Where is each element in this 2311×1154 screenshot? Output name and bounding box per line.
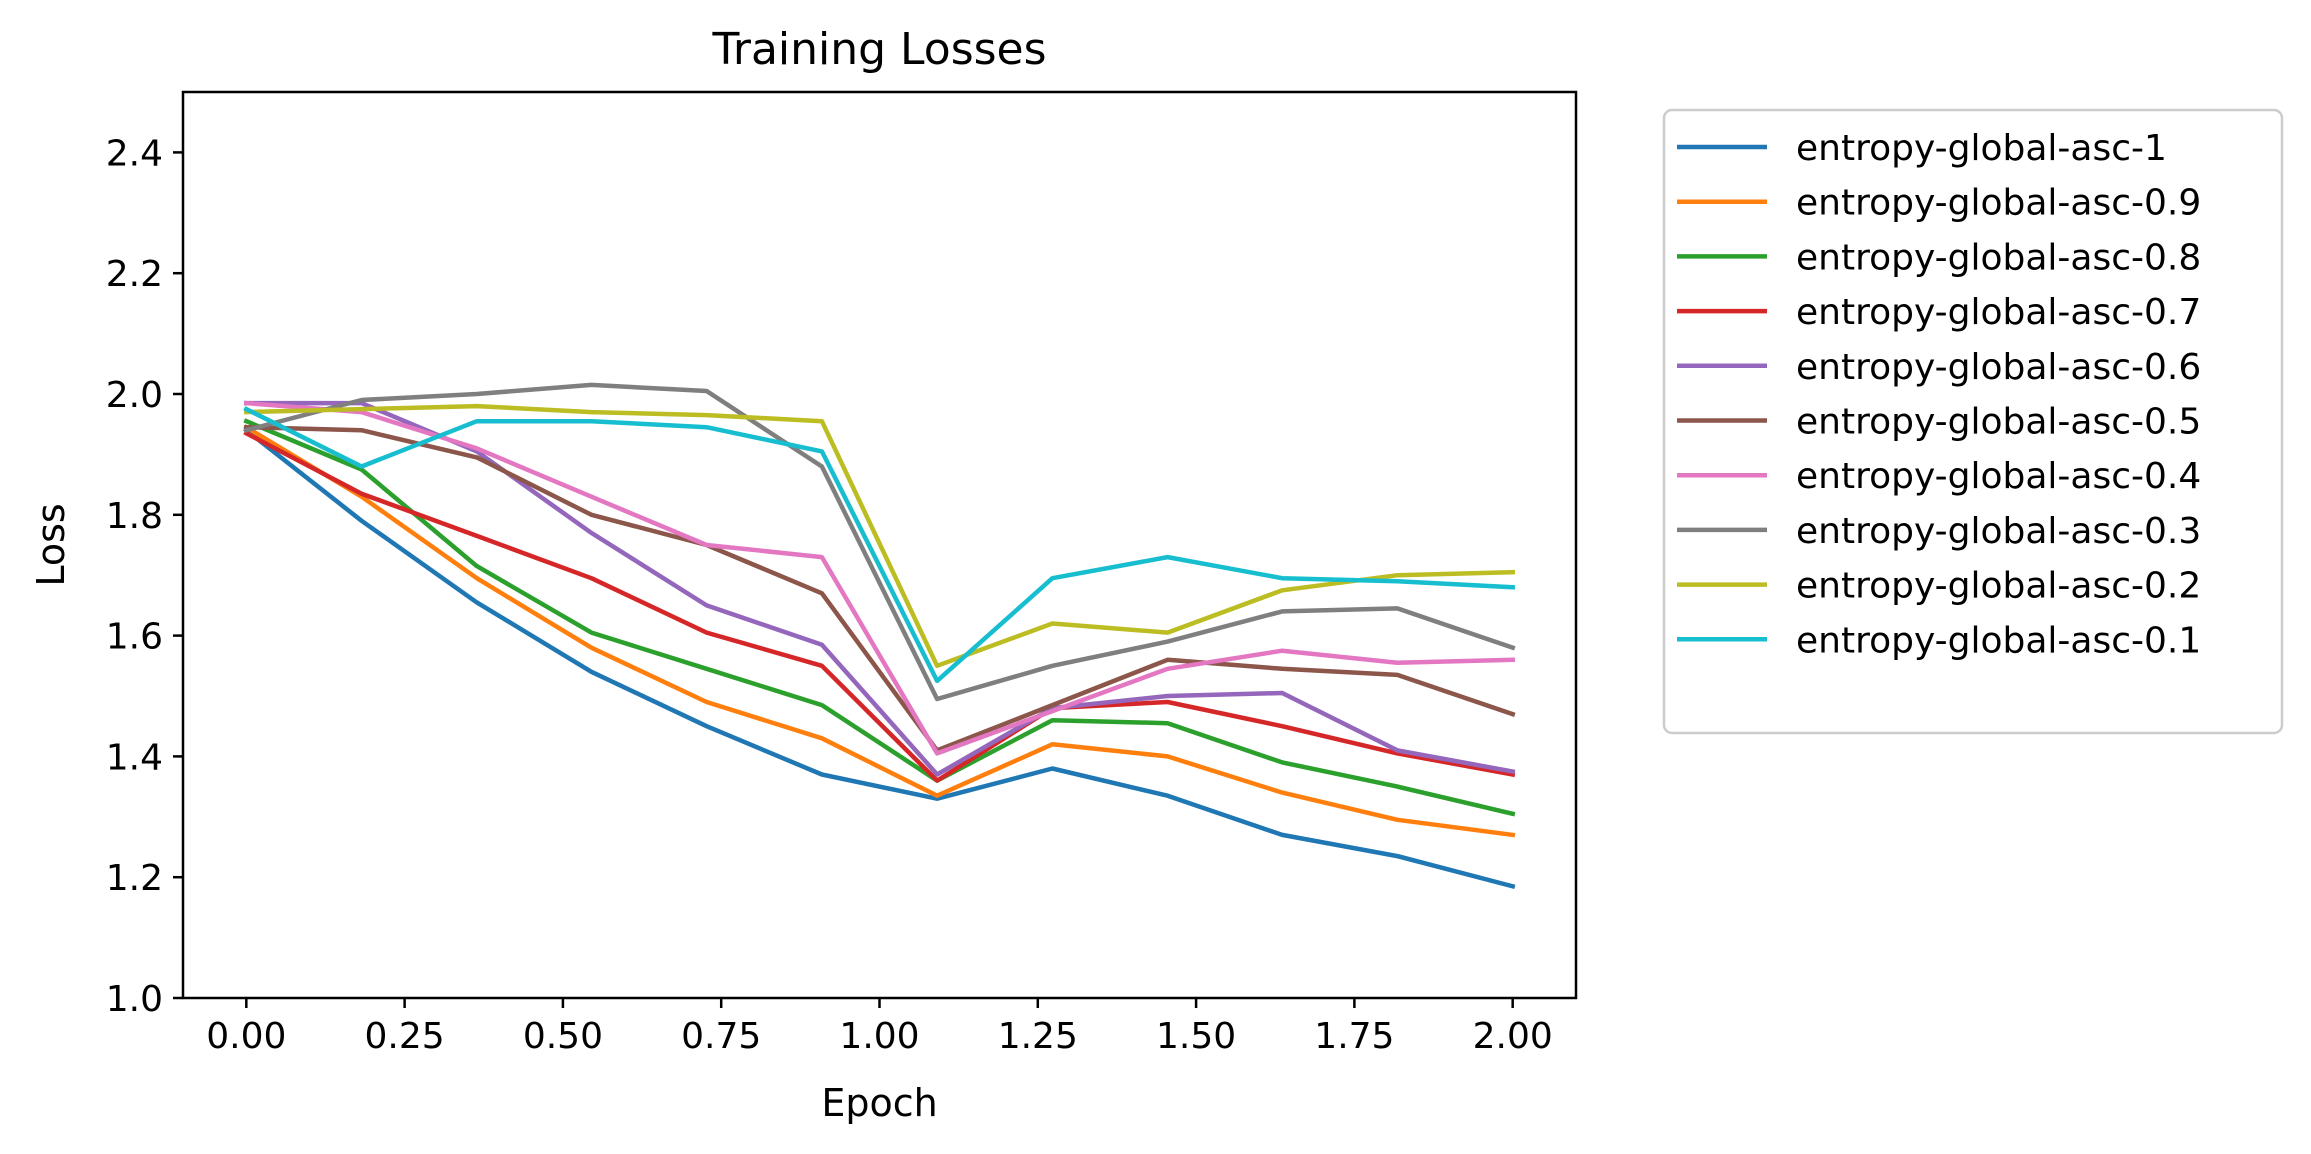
legend-label: entropy-global-asc-0.4 bbox=[1796, 456, 2201, 497]
x-tick-label: 1.25 bbox=[998, 1016, 1078, 1057]
y-tick-label: 1.0 bbox=[106, 979, 163, 1020]
y-tick-label: 2.0 bbox=[106, 375, 163, 416]
y-tick-label: 1.6 bbox=[106, 617, 163, 658]
legend-label: entropy-global-asc-0.7 bbox=[1796, 292, 2201, 333]
x-tick-label: 0.25 bbox=[365, 1016, 445, 1057]
y-tick-label: 2.2 bbox=[106, 254, 163, 295]
x-tick-label: 1.50 bbox=[1156, 1016, 1236, 1057]
series-line-entropy-global-asc-0.2 bbox=[243, 403, 1516, 669]
chart-title: Training Losses bbox=[711, 24, 1046, 75]
x-axis-ticks: 0.00 0.25 0.50 0.75 1.00 1.25 1.50 1.75 2.00 bbox=[206, 998, 1553, 1057]
legend-label: entropy-global-asc-1 bbox=[1796, 128, 2167, 169]
x-tick-label: 1.00 bbox=[839, 1016, 919, 1057]
series-line-entropy-global-asc-0.9 bbox=[243, 424, 1516, 838]
series-layer bbox=[243, 382, 1516, 890]
legend-label: entropy-global-asc-0.9 bbox=[1796, 183, 2201, 224]
y-tick-label: 2.4 bbox=[106, 133, 163, 174]
series-line-entropy-global-asc-0.5 bbox=[243, 424, 1516, 753]
series-line-entropy-global-asc-0.4 bbox=[243, 400, 1516, 756]
legend-label: entropy-global-asc-0.1 bbox=[1796, 620, 2201, 661]
y-axis-label: Loss bbox=[29, 503, 73, 586]
legend-label: entropy-global-asc-0.5 bbox=[1796, 402, 2201, 443]
x-tick-label: 0.00 bbox=[206, 1016, 286, 1057]
x-tick-label: 2.00 bbox=[1473, 1016, 1553, 1057]
legend-label: entropy-global-asc-0.3 bbox=[1796, 511, 2201, 552]
legend: entropy-global-asc-1 entropy-global-asc-0… bbox=[1662, 108, 2284, 735]
x-tick-label: 0.75 bbox=[681, 1016, 761, 1057]
y-tick-label: 1.4 bbox=[106, 737, 163, 778]
legend-label: entropy-global-asc-0.2 bbox=[1796, 566, 2201, 607]
x-axis-label: Epoch bbox=[821, 1081, 937, 1125]
x-tick-label: 0.50 bbox=[523, 1016, 603, 1057]
legend-frame bbox=[1662, 108, 2284, 735]
series-line-entropy-global-asc-0.3 bbox=[243, 382, 1516, 702]
y-tick-label: 1.2 bbox=[106, 858, 163, 899]
y-axis-ticks: 1.0 1.2 1.4 1.6 1.8 2.0 2.2 2.4 bbox=[106, 133, 183, 1020]
legend-label: entropy-global-asc-0.8 bbox=[1796, 237, 2201, 278]
y-tick-label: 1.8 bbox=[106, 496, 163, 537]
legend-label: entropy-global-asc-0.6 bbox=[1796, 347, 2201, 388]
series-line-entropy-global-asc-1 bbox=[243, 427, 1516, 890]
x-tick-label: 1.75 bbox=[1314, 1016, 1394, 1057]
series-line-entropy-global-asc-0.7 bbox=[243, 430, 1516, 783]
legend-items: entropy-global-asc-1 entropy-global-asc-0… bbox=[1677, 128, 2201, 661]
series-line-entropy-global-asc-0.1 bbox=[243, 406, 1516, 684]
series-line-entropy-global-asc-0.8 bbox=[243, 418, 1516, 817]
